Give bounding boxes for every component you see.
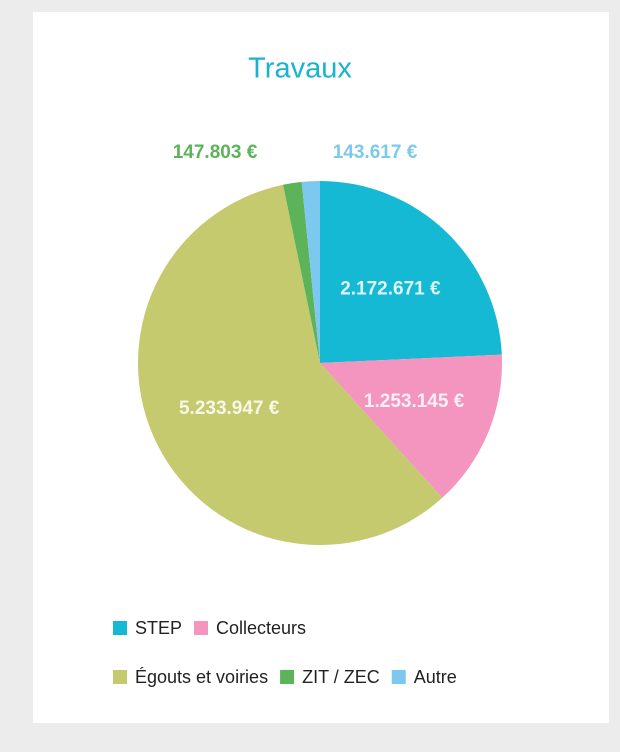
- pie-slice: [320, 354, 502, 498]
- legend-label: STEP: [135, 618, 182, 638]
- data-label: 2.172.671 €: [340, 278, 441, 299]
- legend-label: Collecteurs: [216, 618, 306, 638]
- legend-swatch: [113, 621, 127, 635]
- data-label: 5.233.947 €: [179, 398, 280, 419]
- legend-label: Autre: [414, 667, 457, 687]
- chart-title: Travaux: [248, 53, 352, 85]
- legend-label: Égouts et voiries: [135, 667, 268, 687]
- data-label: 1.253.145 €: [364, 391, 465, 412]
- pie-slice: [301, 181, 320, 363]
- legend-swatch: [113, 670, 127, 684]
- pie-slice: [320, 181, 502, 363]
- legend-swatch: [280, 670, 295, 684]
- data-label: 143.617 €: [333, 142, 418, 163]
- pie-slice: [283, 181, 320, 363]
- data-label: 147.803 €: [173, 142, 258, 163]
- legend-swatch: [391, 670, 406, 684]
- legend-label: ZIT / ZEC: [302, 667, 380, 687]
- legend-swatch: [194, 621, 209, 635]
- pie-slice: [137, 184, 443, 545]
